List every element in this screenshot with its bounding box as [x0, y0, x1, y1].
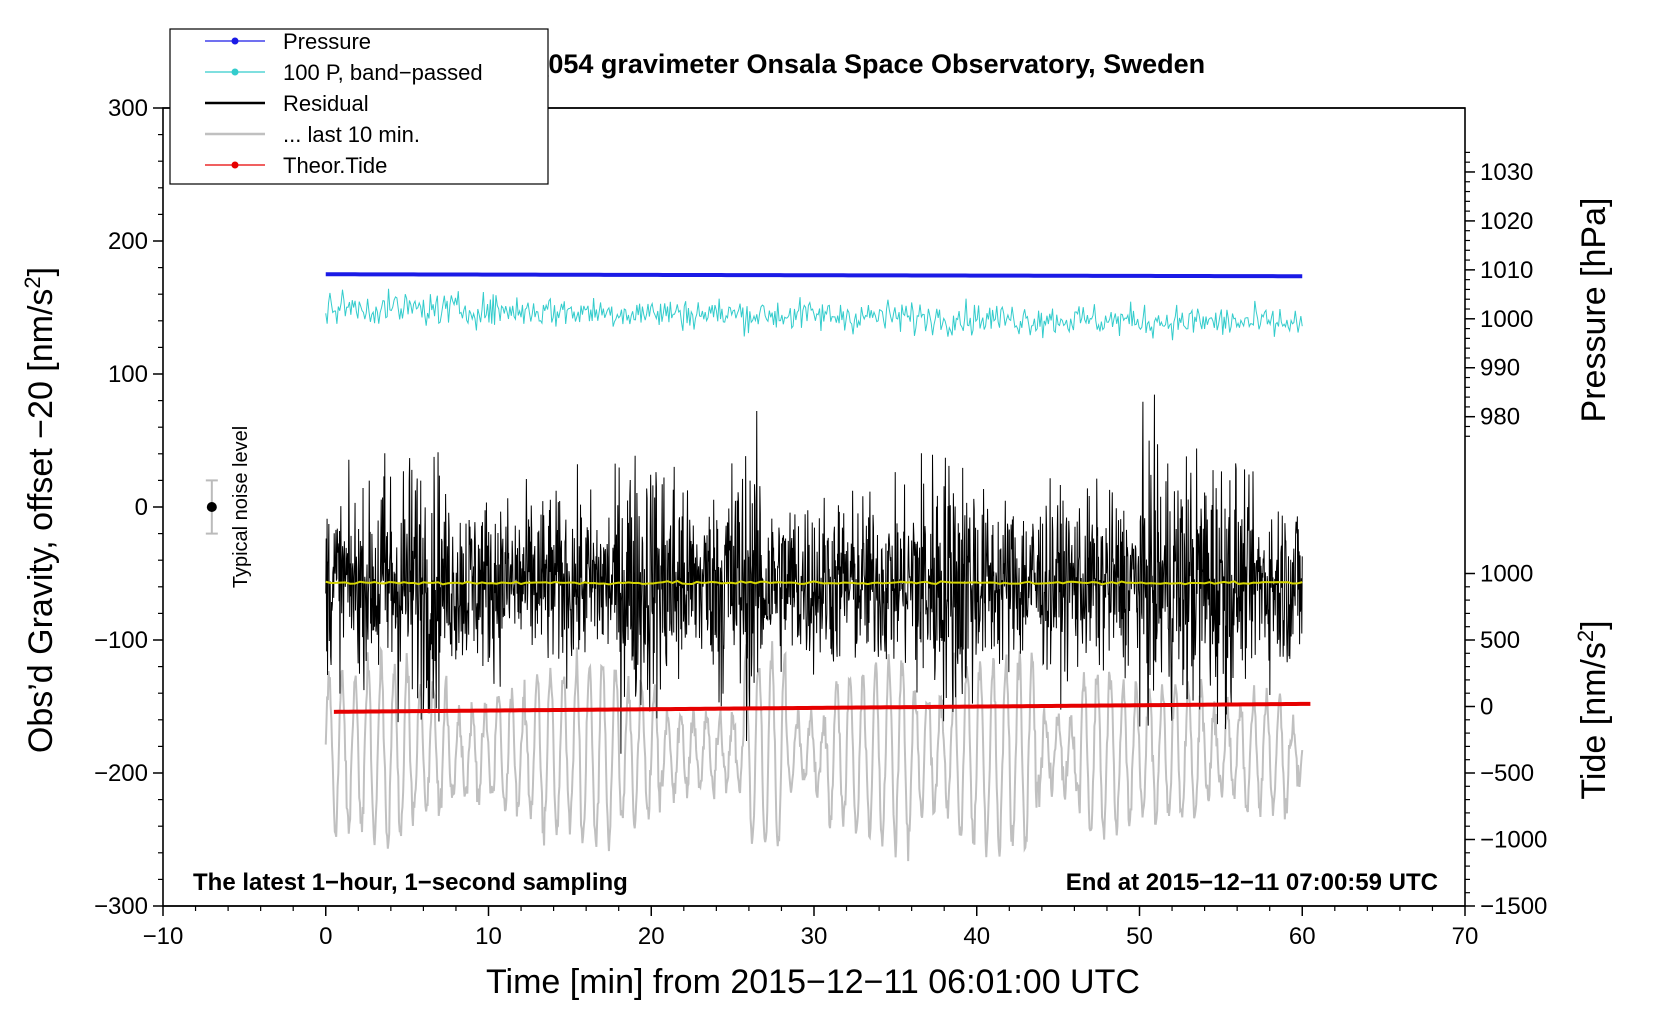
- y-pressure-tick-label: 1010: [1480, 257, 1533, 284]
- tick-layer: −10 0 10 20 30 40 50 60 703002001000−100−200−300…: [94, 95, 1547, 950]
- legend-label: Residual: [283, 91, 369, 116]
- x-tick-label: 0: [319, 923, 332, 950]
- chart-title: SCG_054 gravimeter Onsala Space Observat…: [475, 49, 1205, 79]
- y-tide-tick-label: −1500: [1480, 893, 1547, 920]
- y-axis-title-left: Obs’d Gravity, offset −20 [nm/s2]: [20, 267, 60, 753]
- x-axis-title: Time [min] from 2015−12−11 06:01:00 UTC: [486, 963, 1140, 1001]
- y-pressure-tick-label: 990: [1480, 355, 1520, 382]
- noise-marker-layer: Typical noise level: [205, 426, 252, 588]
- series-pressure: [325, 272, 1303, 279]
- x-tick-label: 30: [801, 923, 828, 950]
- y-tide-tick-label: 500: [1480, 627, 1520, 654]
- y-left-tick-label: −200: [94, 760, 148, 787]
- y-pressure-tick-label: 1000: [1480, 306, 1533, 333]
- y-left-tick-label: −300: [94, 893, 148, 920]
- y-pressure-tick-label: 980: [1480, 404, 1520, 431]
- legend-marker: [231, 161, 239, 169]
- y-left-tick-label: 300: [108, 95, 148, 122]
- annotation-sampling: The latest 1−hour, 1−second sampling: [193, 869, 628, 896]
- annotation-end-time: End at 2015−12−11 07:00:59 UTC: [1066, 869, 1438, 896]
- y-tide-tick-label: −1000: [1480, 827, 1547, 854]
- y-tide-tick-label: −500: [1480, 760, 1534, 787]
- x-tick-label: −10: [143, 923, 184, 950]
- y-left-tick-label: 100: [108, 361, 148, 388]
- x-tick-label: 40: [963, 923, 990, 950]
- y-left-tick-label: −100: [94, 627, 148, 654]
- legend: Pressure 100 P, band−passed Residual ... la…: [169, 28, 549, 185]
- x-tick-label: 70: [1452, 923, 1479, 950]
- series-layer: [324, 272, 1311, 862]
- y-axis-title-pressure: Pressure [hPa]: [1575, 198, 1613, 423]
- noise-label: Typical noise level: [230, 426, 252, 588]
- noise-point: [206, 502, 217, 512]
- series-residual-mean: [325, 579, 1303, 586]
- y-tide-tick-label: 0: [1480, 694, 1493, 721]
- y-pressure-tick-label: 1030: [1480, 159, 1533, 186]
- series-residual: [325, 394, 1303, 754]
- x-tick-label: 10: [475, 923, 502, 950]
- legend-label: Theor.Tide: [283, 153, 387, 178]
- x-tick-label: 60: [1289, 923, 1316, 950]
- series-theor-tide: [333, 701, 1311, 714]
- y-tide-tick-label: 1000: [1480, 561, 1533, 588]
- legend-marker: [231, 68, 239, 76]
- y-axis-title-tide: Tide [nm/s2]: [1573, 620, 1613, 799]
- x-tick-label: 20: [638, 923, 665, 950]
- series-last-10-min: [324, 641, 1304, 862]
- x-tick-label: 50: [1126, 923, 1153, 950]
- legend-label: ... last 10 min.: [283, 122, 420, 147]
- legend-label: Pressure: [283, 29, 371, 54]
- legend-box: [169, 28, 549, 185]
- legend-marker: [231, 37, 239, 45]
- y-pressure-tick-label: 1020: [1480, 208, 1533, 235]
- y-left-tick-label: 200: [108, 228, 148, 255]
- series-band-passed: [325, 288, 1303, 341]
- legend-label: 100 P, band−passed: [283, 60, 483, 85]
- y-left-tick-label: 0: [135, 494, 148, 521]
